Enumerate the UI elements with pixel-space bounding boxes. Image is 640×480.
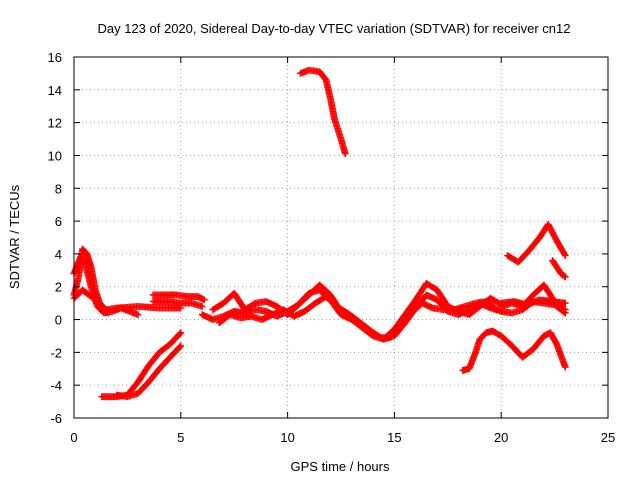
data-point (561, 273, 569, 281)
chart-title: Day 123 of 2020, Sidereal Day-to-day VTE… (97, 21, 570, 36)
plot-area: 0 5 10 15 20 25 -6 -4 -2 0 2 4 6 8 10 12 14 16 (48, 50, 616, 445)
series-arc-10 (215, 293, 501, 341)
data-point (561, 363, 569, 371)
y-tick-label: -2 (50, 345, 62, 360)
x-tick-label: 0 (70, 430, 77, 445)
data-point (492, 305, 500, 313)
data-point (561, 252, 569, 259)
data-point (176, 343, 184, 351)
data-point (177, 329, 185, 337)
axes-frame (73, 56, 609, 419)
data-point (198, 303, 206, 310)
series-arc-5 (113, 342, 185, 401)
series-arc-12 (459, 327, 569, 374)
data-point (561, 306, 569, 314)
series-arc-11 (297, 66, 349, 158)
y-tick-label: -4 (50, 378, 62, 393)
y-tick-label: 8 (55, 181, 62, 196)
data-point (561, 299, 569, 307)
series-arc-4 (98, 329, 185, 401)
y-axis-label: SDTVAR / TECUs (7, 184, 22, 289)
series-arc-6 (149, 291, 208, 304)
data-points (70, 66, 569, 401)
axis-ticks: 0 5 10 15 20 25 -6 -4 -2 0 2 4 6 8 10 12 14 16 (48, 50, 616, 445)
data-point (561, 250, 568, 258)
data-point (104, 309, 112, 317)
data-point (177, 342, 185, 350)
y-tick-label: 14 (48, 83, 62, 98)
series-arc-13 (504, 220, 569, 266)
data-point (493, 306, 501, 314)
x-tick-label: 25 (601, 430, 615, 445)
data-point (341, 150, 349, 158)
series-arc-3 (70, 286, 112, 317)
data-point (560, 272, 568, 280)
x-tick-label: 5 (177, 430, 184, 445)
y-tick-label: 12 (48, 116, 62, 131)
x-tick-label: 10 (280, 430, 294, 445)
y-tick-label: -6 (50, 411, 62, 426)
x-axis-label: GPS time / hours (291, 459, 390, 474)
data-point (103, 308, 111, 316)
y-tick-label: 10 (48, 148, 62, 163)
data-point (134, 311, 142, 319)
series-arc-7 (149, 298, 206, 310)
data-point (200, 296, 208, 304)
y-tick-label: 16 (48, 50, 62, 65)
y-tick-label: 4 (55, 247, 62, 262)
series-arc-17 (497, 296, 569, 309)
data-point (176, 330, 184, 338)
x-tick-label: 15 (387, 430, 401, 445)
series-arc-14 (549, 257, 569, 281)
y-tick-label: 2 (55, 280, 62, 295)
x-tick-label: 20 (494, 430, 508, 445)
y-tick-label: 0 (55, 313, 62, 328)
y-tick-label: 6 (55, 214, 62, 229)
grid-lines (74, 57, 608, 418)
